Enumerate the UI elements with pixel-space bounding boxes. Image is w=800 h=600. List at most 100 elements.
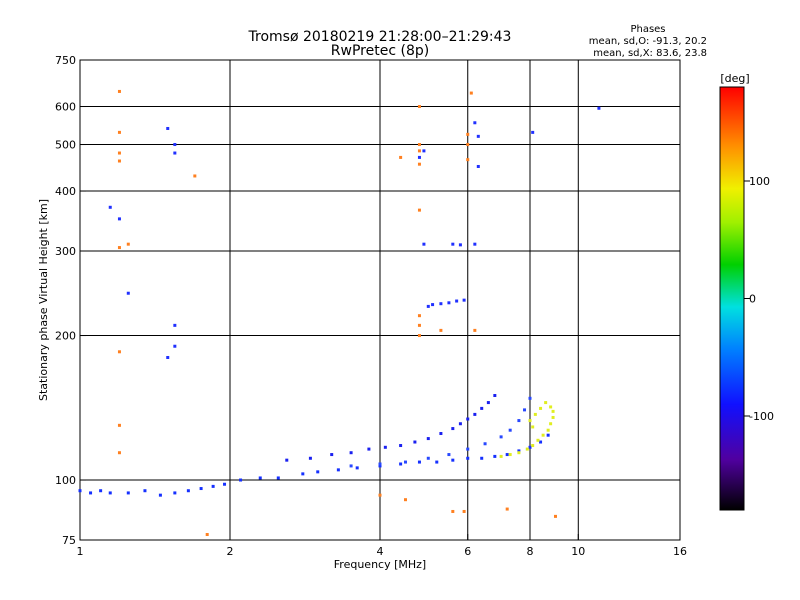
y-tick-label: 600 — [55, 101, 76, 114]
chart-title: Tromsø 20180219 21:28:00–21:29:43 — [248, 29, 512, 45]
data-point — [517, 449, 521, 453]
data-point — [193, 174, 197, 178]
data-point — [349, 451, 353, 455]
data-point — [549, 405, 553, 409]
data-point — [166, 126, 170, 130]
data-point — [551, 415, 555, 419]
y-tick-label: 500 — [55, 139, 76, 152]
data-point — [205, 533, 209, 537]
colorbar-tick-label: 0 — [749, 293, 756, 306]
data-point — [539, 406, 543, 410]
data-point — [417, 323, 421, 327]
data-point — [378, 493, 382, 497]
data-point — [473, 328, 477, 332]
y-tick-label: 750 — [55, 54, 76, 67]
y-tick-label: 100 — [55, 474, 76, 487]
data-point — [447, 301, 451, 305]
data-point — [158, 493, 162, 497]
data-point — [517, 419, 521, 423]
data-point — [483, 442, 487, 446]
data-point — [301, 472, 305, 476]
data-point — [458, 422, 462, 426]
data-point — [117, 130, 121, 134]
data-point — [466, 447, 470, 451]
x-tick-label: 10 — [571, 545, 585, 558]
legend-line-o: mean, sd,O: -91.3, 20.2 — [589, 36, 707, 47]
data-point — [597, 106, 601, 110]
data-point — [383, 445, 387, 449]
data-point — [531, 130, 535, 134]
colorbar-tick-label: -100 — [749, 410, 774, 423]
data-point — [458, 243, 462, 247]
data-point — [426, 456, 430, 460]
y-tick-label: 300 — [55, 245, 76, 258]
data-point — [211, 484, 215, 488]
y-axis-ticks: 75 100 200 300 400 500 600 750 — [55, 54, 86, 547]
data-points — [78, 89, 601, 537]
y-axis-label: Stationary phase Virtual Height [km] — [37, 199, 50, 401]
data-point — [549, 422, 553, 426]
data-point — [426, 304, 430, 308]
data-point — [258, 476, 262, 480]
data-point — [422, 242, 426, 246]
data-point — [451, 458, 455, 462]
data-point — [517, 451, 521, 455]
data-point — [523, 408, 527, 412]
x-tick-label: 4 — [377, 545, 384, 558]
data-point — [186, 489, 190, 493]
data-point — [417, 162, 421, 166]
data-point — [466, 456, 470, 460]
data-point — [531, 425, 535, 429]
colorbar-label: [deg] — [720, 72, 749, 85]
data-point — [499, 454, 503, 458]
data-point — [546, 433, 550, 437]
data-point — [117, 151, 121, 155]
data-point — [330, 453, 334, 457]
data-point — [533, 412, 537, 416]
data-point — [469, 91, 473, 95]
data-point — [480, 406, 484, 410]
data-point — [417, 208, 421, 212]
data-point — [173, 491, 177, 495]
data-point — [417, 460, 421, 464]
data-point — [439, 432, 443, 436]
data-point — [166, 355, 170, 359]
data-point — [499, 435, 503, 439]
data-point — [417, 105, 421, 109]
chart-subtitle: RwPretec (8p) — [331, 43, 429, 59]
data-point — [508, 453, 512, 457]
data-point — [431, 303, 435, 307]
data-point — [378, 462, 382, 466]
data-point — [417, 314, 421, 318]
data-point — [466, 132, 470, 136]
data-point — [285, 458, 289, 462]
data-point — [439, 328, 443, 332]
data-point — [451, 242, 455, 246]
data-point — [462, 509, 466, 513]
data-point — [486, 401, 490, 405]
data-point — [378, 464, 382, 468]
legend-line-x: mean, sd,X: 83.6, 23.8 — [593, 48, 707, 59]
data-point — [422, 149, 426, 153]
data-point — [451, 427, 455, 431]
data-point — [466, 143, 470, 147]
data-point — [117, 89, 121, 93]
data-point — [462, 298, 466, 302]
data-point — [480, 456, 484, 460]
data-point — [466, 158, 470, 162]
data-point — [399, 444, 403, 448]
data-point — [399, 155, 403, 159]
data-point — [117, 423, 121, 427]
x-axis-ticks: 1 2 4 6 8 10 16 — [77, 534, 687, 558]
data-point — [536, 438, 540, 442]
data-point — [223, 482, 227, 486]
data-point — [173, 344, 177, 348]
data-point — [355, 466, 359, 470]
data-point — [316, 470, 320, 474]
data-point — [544, 401, 548, 405]
data-point — [173, 323, 177, 327]
data-point — [199, 487, 203, 491]
colorbar-ticks: 100 0 -100 — [744, 175, 774, 423]
data-point — [435, 460, 439, 464]
